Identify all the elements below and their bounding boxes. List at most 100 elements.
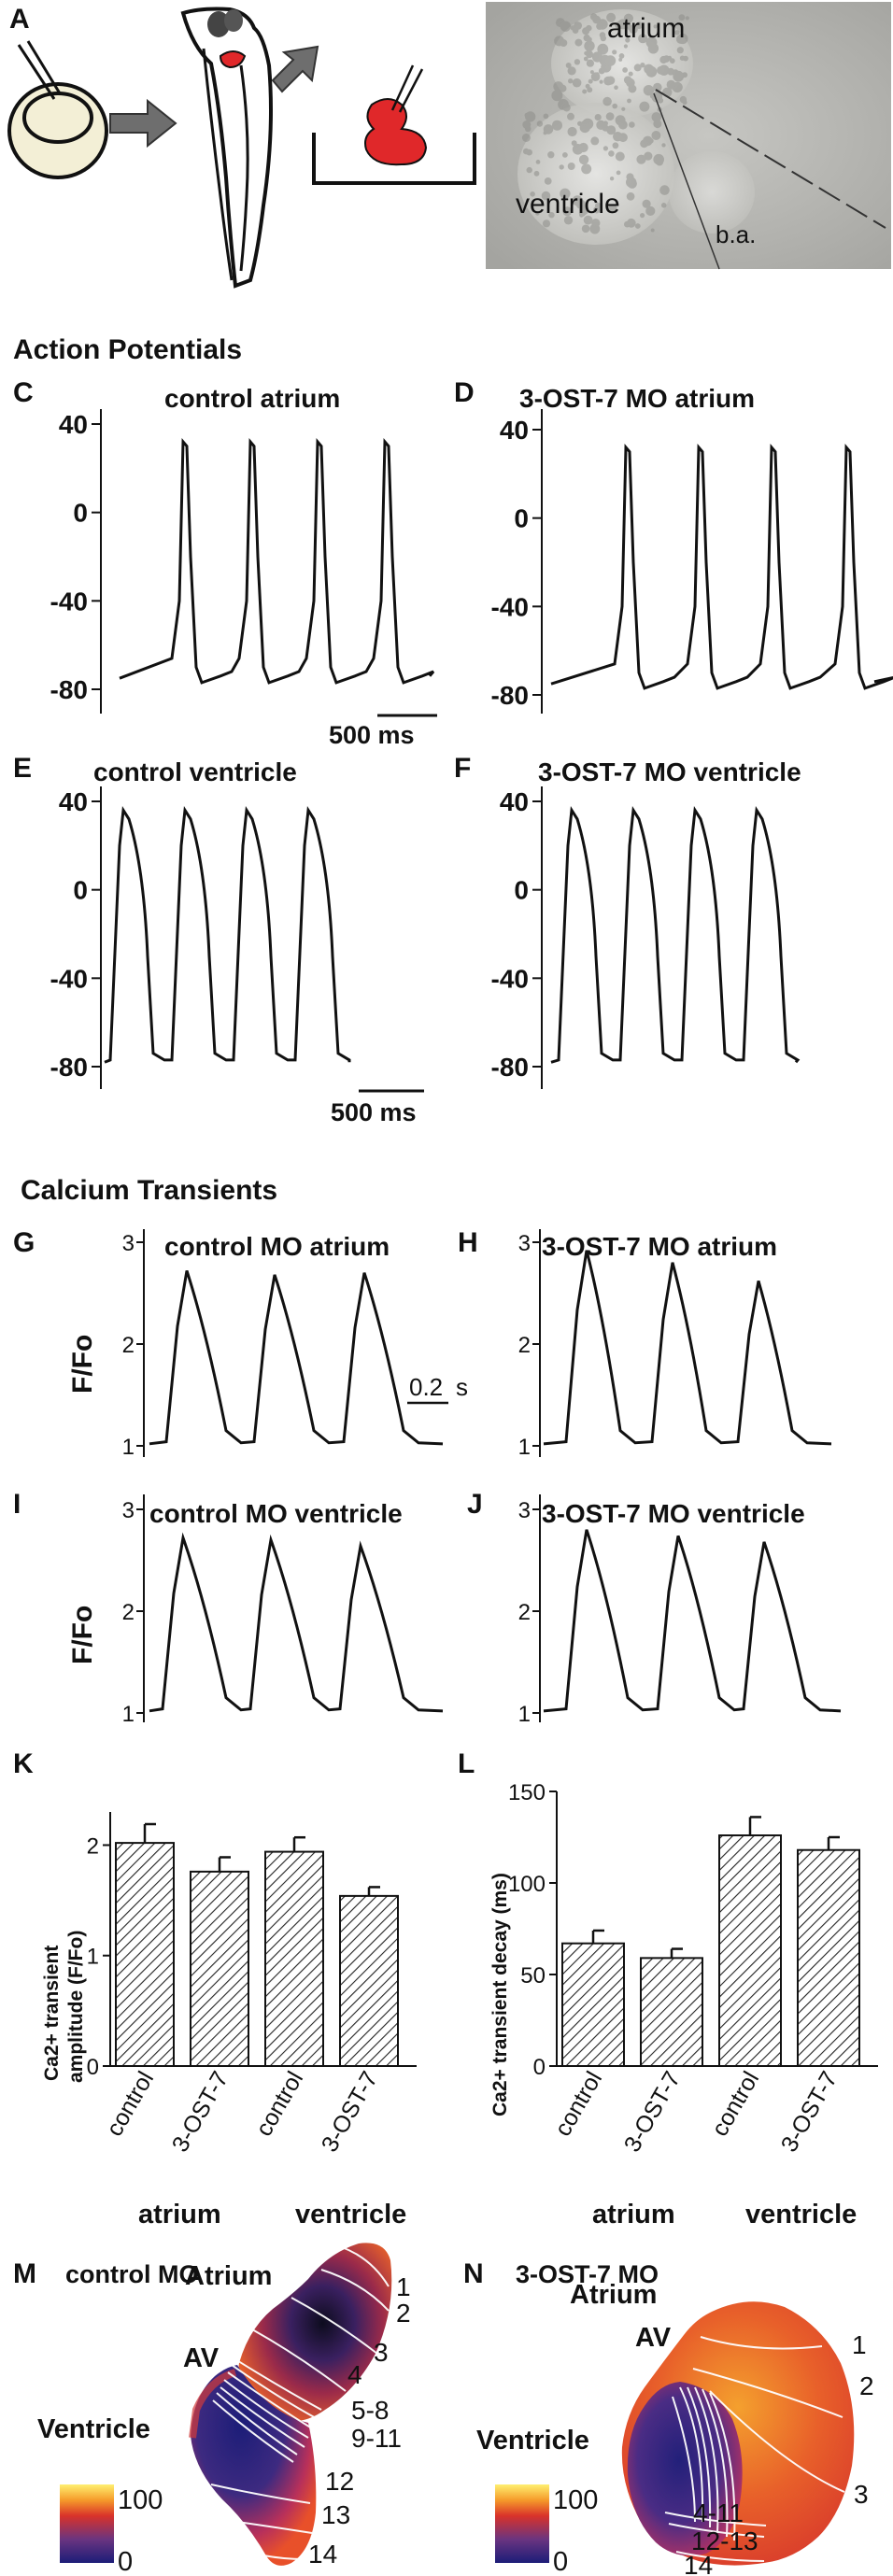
x-tick-label: 3-OST-7 <box>619 2067 686 2157</box>
y-axis-label: F/Fo <box>67 1335 98 1394</box>
group-label-ventricle: ventricle <box>745 2200 857 2229</box>
x-tick-label: control <box>549 2067 607 2141</box>
map-title: 3-OST-7 MO <box>516 2260 659 2288</box>
x-tick-label: 3-OST-7 <box>776 2067 843 2157</box>
bar <box>561 1942 625 2067</box>
y-tick-label: 3 <box>518 1498 531 1523</box>
x-tick-label: control <box>250 2067 308 2141</box>
y-axis-label: Ca2+ transient <box>41 1946 63 2081</box>
panel-label: G <box>13 1227 35 1258</box>
bar <box>718 1834 782 2068</box>
ventricle-label: Ventricle <box>476 2426 589 2456</box>
scale-bar-unit: s <box>456 1373 468 1401</box>
y-tick-label: 0 <box>73 876 88 905</box>
scale-bar-label: 500 ms <box>331 1098 417 1126</box>
dish-icon <box>312 64 476 185</box>
panel-c: C control atrium 40 0 -40 -80 500 ms <box>13 377 437 749</box>
y-tick-label: 1 <box>122 1435 135 1460</box>
y-tick-label: 0 <box>73 499 88 528</box>
y-tick-label: -80 <box>491 1053 529 1082</box>
y-tick-label: 40 <box>500 416 529 445</box>
colorbar-max-label: 100 <box>553 2485 598 2515</box>
panel-label: N <box>463 2258 484 2289</box>
panel-label: L <box>458 1748 475 1779</box>
av-label: AV <box>635 2323 672 2353</box>
panel-label: A <box>9 4 30 35</box>
y-tick-label: -40 <box>491 964 529 993</box>
calcium-transient-trace <box>543 1250 832 1446</box>
y-axis-label: Ca2+ transient decay (ms) <box>489 1873 511 2116</box>
isochrone-label: 1 <box>852 2330 867 2359</box>
atrium-label: atrium <box>607 13 685 44</box>
isochrone-label: 14 <box>308 2540 337 2569</box>
calcium-transient-trace <box>149 1270 444 1446</box>
trace-title: 3-OST-7 MO ventricle <box>542 1499 805 1528</box>
action-potential-trace <box>104 806 351 1064</box>
panel-d: D 3-OST-7 MO atrium 40 0 -40 -80 <box>454 377 893 714</box>
section-title-calcium-transients: Calcium Transients <box>21 1175 277 1206</box>
ventricle-region <box>627 2382 743 2556</box>
arrow-icon <box>109 98 177 149</box>
trace-title: control ventricle <box>93 757 297 786</box>
panel-j: J 3-OST-7 MO ventricle 3 2 1 <box>467 1489 842 1727</box>
y-tick-label: 0 <box>533 2055 546 2080</box>
bar <box>190 1870 249 2067</box>
y-tick-label: 3 <box>122 1231 135 1256</box>
group-label-ventricle: ventricle <box>295 2200 406 2229</box>
x-tick-label: control <box>706 2067 764 2141</box>
panel-i: I control MO ventricle 3 2 1 F/Fo <box>13 1489 444 1727</box>
atrium-region <box>238 2243 392 2422</box>
av-label: AV <box>183 2343 220 2373</box>
action-potential-trace <box>119 437 435 685</box>
ventricle-label: Ventricle <box>37 2414 150 2444</box>
y-tick-label: -40 <box>50 964 88 993</box>
y-tick-label: 0 <box>514 504 529 533</box>
bar <box>264 1850 324 2067</box>
y-tick-label: 1 <box>518 1435 531 1460</box>
panel-f: F 3-OST-7 MO ventricle 40 0 -40 -80 <box>454 753 801 1089</box>
y-tick-label: 1 <box>122 1702 135 1727</box>
isochrone-label: 9-11 <box>351 2424 402 2453</box>
ventricle-label: ventricle <box>516 189 620 219</box>
scale-bar-label: 500 ms <box>329 721 415 749</box>
panel-g: G control MO atrium 3 2 1 F/Fo 0.2 s <box>13 1227 468 1460</box>
isochrone-label: 5-8 <box>351 2396 389 2425</box>
zebrafish-larva-icon <box>180 7 273 289</box>
y-tick-label: 3 <box>122 1498 135 1523</box>
y-tick-label: 40 <box>500 787 529 816</box>
colorbar-max-label: 100 <box>118 2485 163 2515</box>
y-tick-label: 1 <box>518 1702 531 1727</box>
colorbar-min-label: 0 <box>118 2547 133 2576</box>
bar <box>115 1842 175 2067</box>
calcium-transient-trace <box>149 1532 444 1713</box>
panel-label: K <box>13 1748 34 1779</box>
panel-b: B atrium ventricle b.a. <box>484 2 891 270</box>
y-tick-label: 1 <box>87 1945 99 1970</box>
group-label-atrium: atrium <box>592 2200 675 2229</box>
trace-title: 3-OST-7 MO atrium <box>542 1232 777 1261</box>
isochrone-label: 4 <box>347 2360 362 2389</box>
isochrone-label: 2 <box>396 2299 411 2328</box>
isochrone-label: 1 <box>396 2272 411 2301</box>
y-tick-label: 2 <box>122 1600 135 1625</box>
panel-label: E <box>13 753 32 784</box>
group-label-atrium: atrium <box>138 2200 221 2229</box>
x-tick-label: 3-OST-7 <box>167 2067 234 2157</box>
action-potential-trace <box>550 443 893 690</box>
atrium-label: Atrium <box>185 2261 272 2291</box>
isochrone-label: 2 <box>859 2371 874 2400</box>
isochrone-label: 4-11 <box>693 2498 744 2527</box>
y-tick-label: 0 <box>514 876 529 905</box>
bar <box>797 1848 860 2067</box>
bar <box>640 1957 703 2068</box>
color-scale-bar <box>495 2484 549 2563</box>
ventricle-region <box>191 2365 317 2566</box>
y-tick-label: 2 <box>518 1333 531 1358</box>
x-tick-label: control <box>101 2067 159 2141</box>
panel-a: A <box>7 4 476 289</box>
trace-title: control atrium <box>164 384 340 413</box>
y-tick-label: 50 <box>520 1963 546 1989</box>
isochrone-label: 3 <box>854 2480 869 2509</box>
isochrone-label: 12-13 <box>691 2526 758 2555</box>
